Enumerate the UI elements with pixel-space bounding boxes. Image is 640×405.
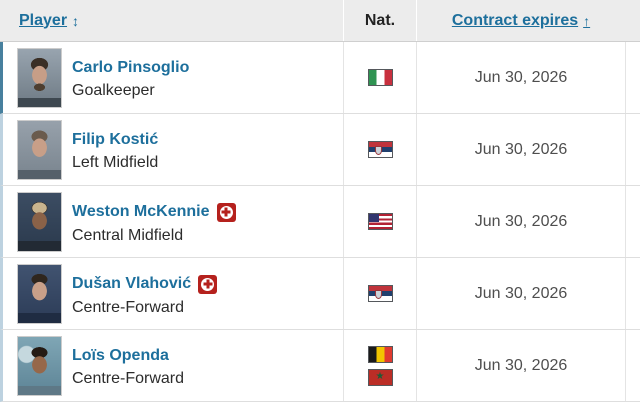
player-name-link[interactable]: Carlo Pinsoglio [72,59,190,76]
player-name-link[interactable]: Loïs Openda [72,347,169,364]
injury-icon [198,274,218,294]
contract-cell: Jun 30, 2026 [416,330,625,401]
flag-morocco-icon: ★ [367,368,393,386]
contract-expiry-date: Jun 30, 2026 [474,140,568,158]
player-name-link[interactable]: Filip Kostić [72,131,159,148]
column-header-player: Player ↕ [0,0,343,41]
player-cell: Filip Kostić Left Midfield [3,114,343,185]
nationality-cell [343,186,416,257]
contract-expiry-date: Jun 30, 2026 [474,284,568,302]
row-spacer [625,114,640,185]
row-spacer [625,330,640,401]
nationality-cell: ★ [343,330,416,401]
player-cell: Dušan Vlahović Centre-Forward [3,258,343,329]
injury-icon [216,202,236,222]
table-row: Loïs Openda Centre-Forward ★ Jun 30, 202… [0,330,640,402]
player-info: Loïs Openda Centre-Forward [72,343,184,388]
contract-expiry-date: Jun 30, 2026 [474,68,568,86]
row-spacer [625,42,640,113]
nat-column-label: Nat. [364,11,396,29]
flag-serbia-icon [367,285,393,302]
row-spacer [625,186,640,257]
player-photo[interactable] [17,335,62,396]
player-cell: Loïs Openda Centre-Forward [3,330,343,401]
contract-cell: Jun 30, 2026 [416,258,625,329]
flag-belgium-icon [367,345,393,363]
player-info: Carlo Pinsoglio Goalkeeper [72,55,189,100]
flag-italy-icon [367,69,393,86]
player-position: Left Midfield [72,154,159,171]
player-cell: Carlo Pinsoglio Goalkeeper [3,42,343,113]
contract-expiry-date: Jun 30, 2026 [474,356,568,374]
player-info: Dušan Vlahović Centre-Forward [72,271,218,317]
table-row: Dušan Vlahović Centre-Forward Jun 30, 20… [0,258,640,330]
column-header-nat: Nat. [343,0,416,41]
table-row: Carlo Pinsoglio Goalkeeper Jun 30, 2026 [0,42,640,114]
contract-cell: Jun 30, 2026 [416,114,625,185]
header-spacer [625,0,640,41]
column-header-contract: Contract expires ↑ [416,0,625,41]
player-photo[interactable] [17,191,62,252]
contract-expiry-date: Jun 30, 2026 [474,212,568,230]
table-row: Filip Kostić Left Midfield Jun 30, 2026 [0,114,640,186]
injury-cross-icon [201,277,215,291]
player-name-link[interactable]: Dušan Vlahović [72,275,192,292]
player-position: Centre-Forward [72,370,185,387]
sort-updown-icon: ↕ [72,12,80,29]
player-name-link[interactable]: Weston McKennie [72,203,210,220]
player-photo[interactable] [17,119,62,180]
table-row: Weston McKennie Central Midfield Jun 30,… [0,186,640,258]
player-position: Central Midfield [72,226,184,244]
flag-serbia-icon [367,141,393,158]
injury-cross-icon [219,205,233,219]
nationality-cell [343,258,416,329]
player-photo[interactable] [17,47,62,108]
contract-cell: Jun 30, 2026 [416,186,625,257]
row-spacer [625,258,640,329]
contract-cell: Jun 30, 2026 [416,42,625,113]
player-position: Goalkeeper [72,82,155,99]
flag-usa-icon [367,213,393,230]
player-photo[interactable] [17,263,62,324]
player-info: Filip Kostić Left Midfield [72,127,158,172]
sort-up-icon: ↑ [583,12,591,29]
sort-by-player-link[interactable]: Player ↕ [19,12,79,30]
star-icon: ★ [375,371,385,382]
player-column-label: Player [19,11,68,29]
nationality-cell [343,42,416,113]
sort-by-contract-link[interactable]: Contract expires ↑ [452,12,590,30]
table-header: Player ↕ Nat. Contract expires ↑ [0,0,640,42]
contract-column-label: Contract expires [451,11,579,29]
player-position: Centre-Forward [72,298,185,316]
player-cell: Weston McKennie Central Midfield [3,186,343,257]
player-info: Weston McKennie Central Midfield [72,199,236,245]
nationality-cell [343,114,416,185]
